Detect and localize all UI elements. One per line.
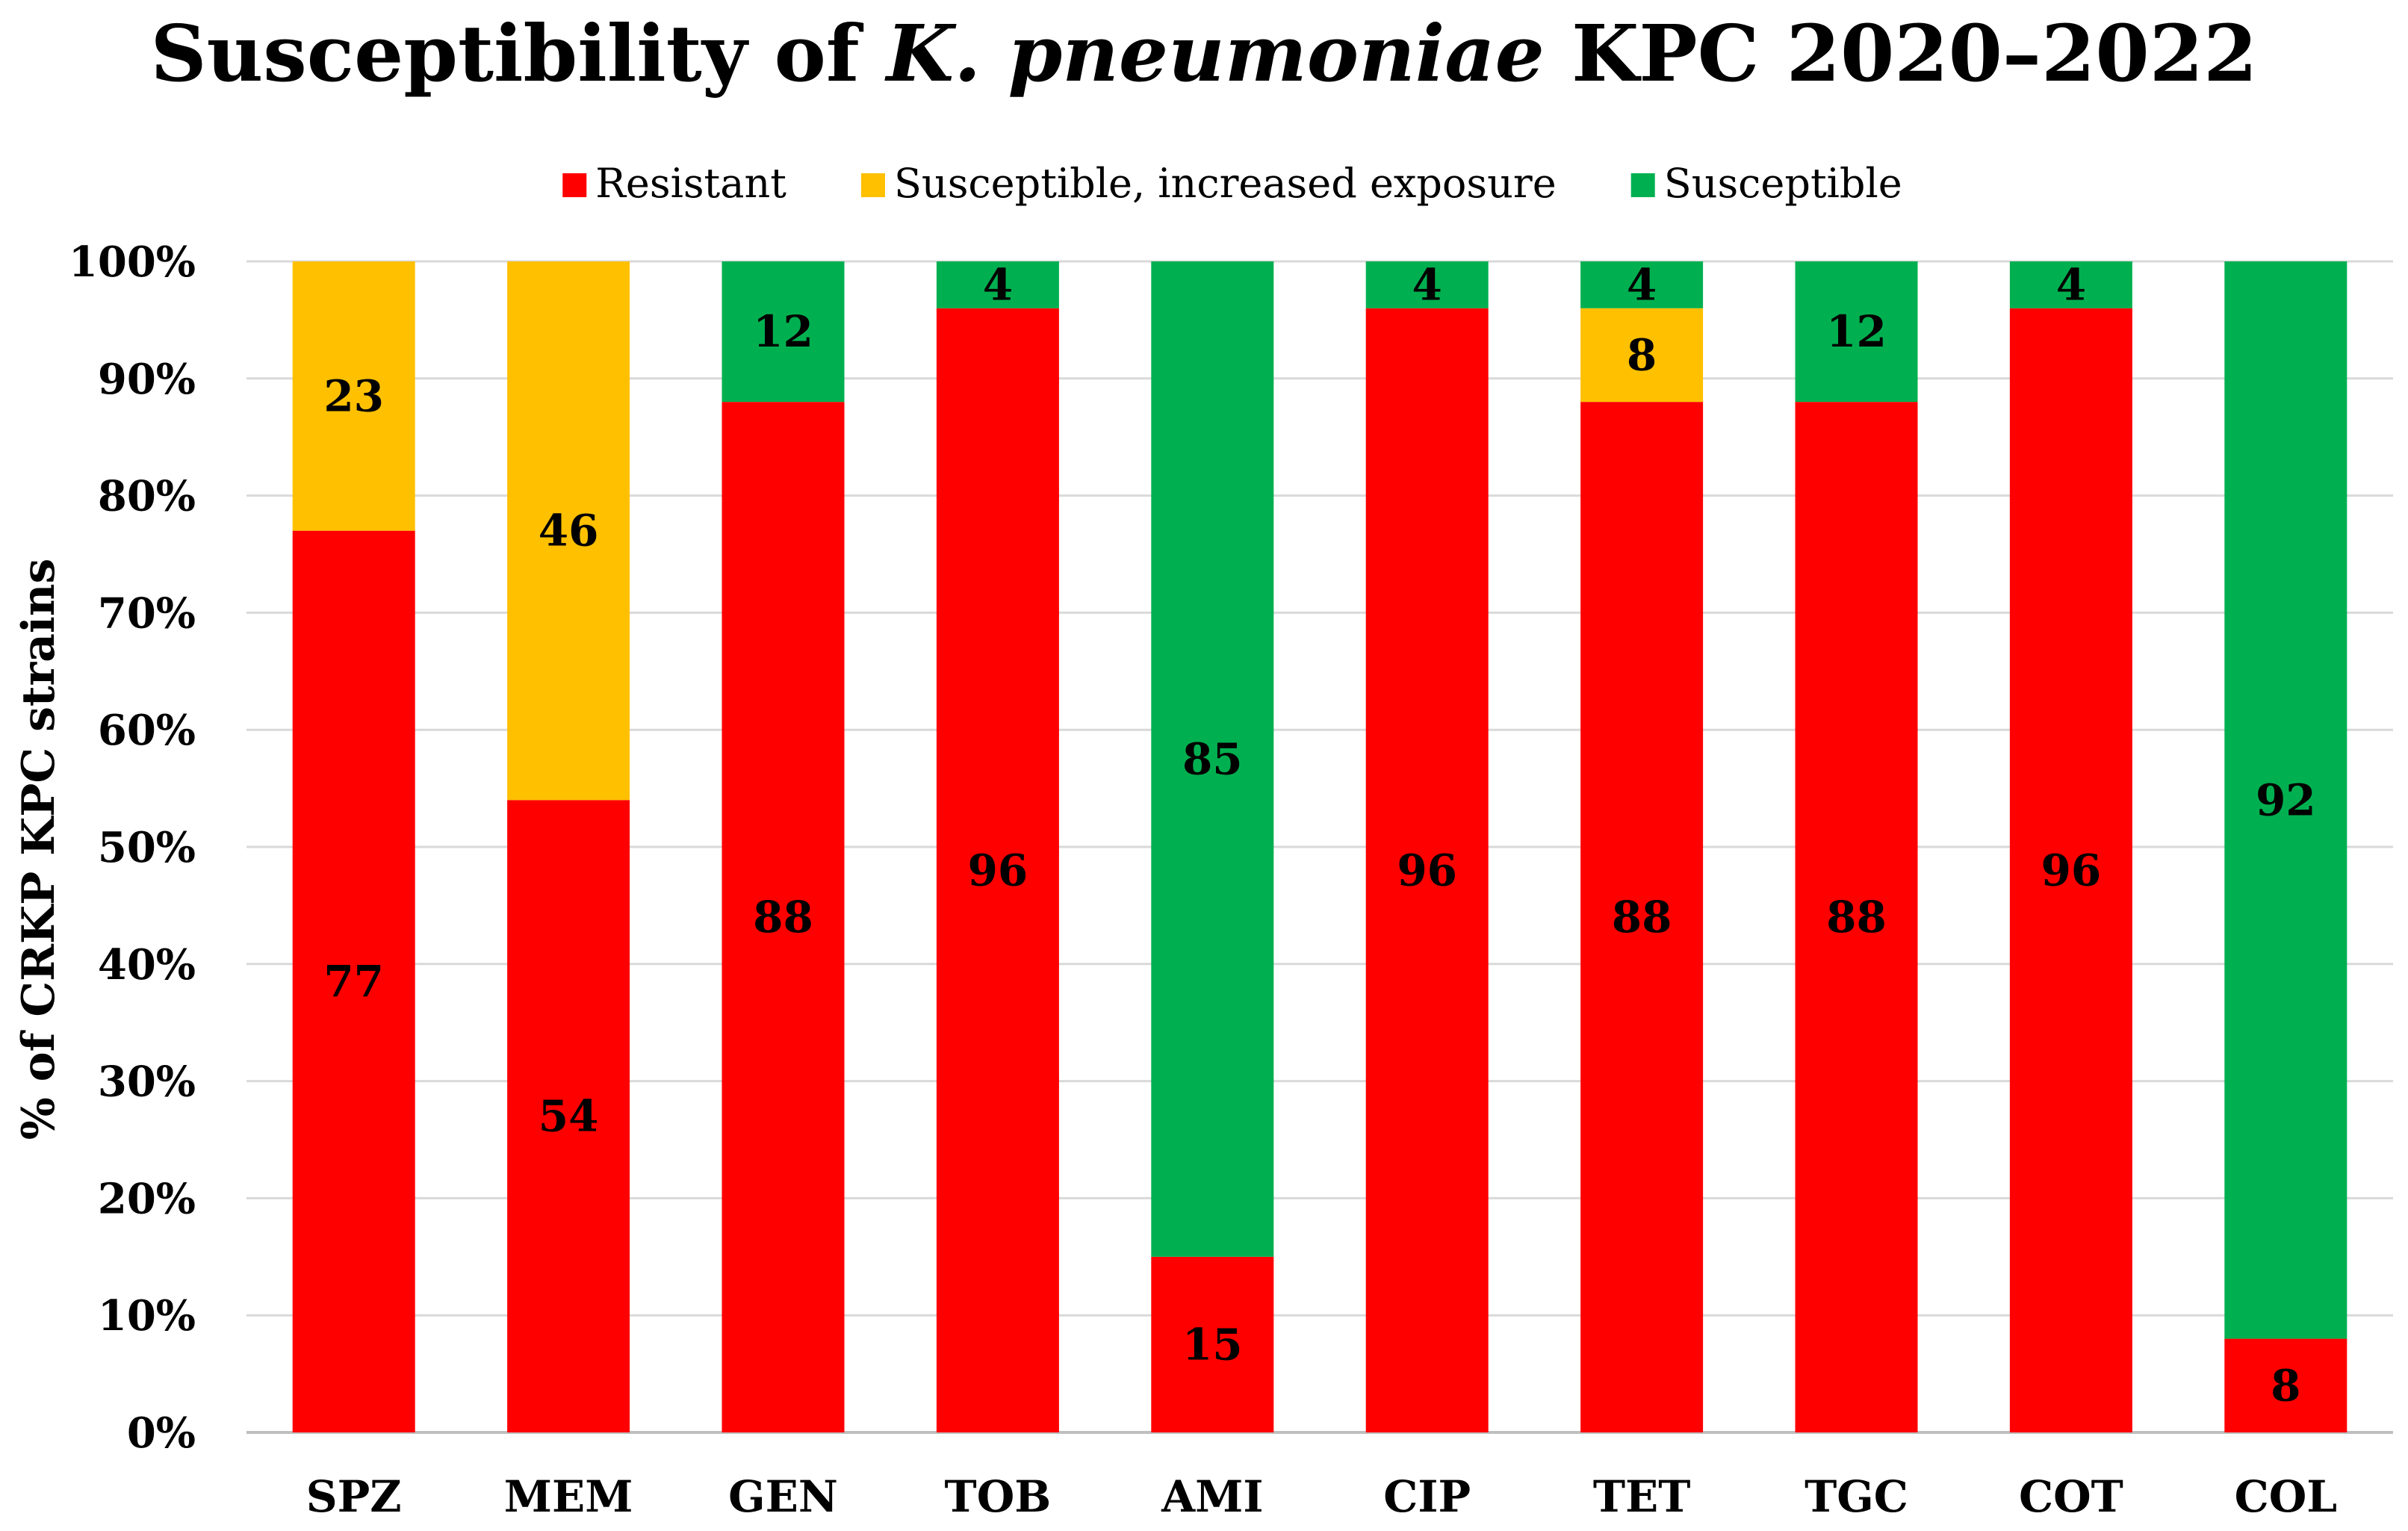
bar-tob-resistant <box>936 308 1059 1433</box>
bar-col-resistant <box>2224 1338 2348 1432</box>
bar-cip-resistant <box>1365 308 1489 1433</box>
bar-spz-resistant <box>292 530 415 1432</box>
bar-mem-susceptible-increased-exposure <box>507 261 630 801</box>
legend-label: Resistant <box>595 160 786 207</box>
y-tick-label: 60% <box>98 706 196 755</box>
y-tick-label: 30% <box>98 1058 196 1107</box>
y-tick-label: 10% <box>98 1291 196 1341</box>
title-part-0: Susceptibility of <box>151 7 887 99</box>
data-label: 96 <box>2041 845 2102 895</box>
data-label: 96 <box>968 845 1028 895</box>
y-tick-label: 20% <box>98 1174 196 1223</box>
data-label: 15 <box>1182 1319 1243 1370</box>
bar-spz-susceptible-increased-exposure <box>292 261 415 531</box>
bar-tet-susceptible-increased-exposure <box>1580 308 1704 403</box>
data-label: 88 <box>1826 892 1887 942</box>
y-tick-label: 70% <box>98 589 196 638</box>
title-part-1: K. pneumoniae <box>884 7 1545 99</box>
y-tick-label: 90% <box>98 355 196 404</box>
bar-mem-resistant <box>507 800 630 1432</box>
data-label: 54 <box>539 1091 599 1142</box>
legend-swatch <box>860 173 885 197</box>
data-label: 8 <box>1627 329 1657 380</box>
chart-title: Susceptibility of K. pneumoniae KPC 2020… <box>151 7 2258 99</box>
legend-item: Susceptible, increased exposure <box>860 160 1557 207</box>
y-axis-label: % of CRKP KPC strains <box>13 559 65 1140</box>
bar-ami-resistant <box>1151 1256 1274 1432</box>
legend-label: Susceptible, increased exposure <box>894 160 1557 207</box>
x-tick-label: COT <box>2019 1471 2123 1522</box>
bar-tob-susceptible <box>936 261 1059 308</box>
bar-cot-susceptible <box>2009 261 2132 308</box>
legend-label: Susceptible <box>1664 160 1902 207</box>
x-tick-label: COL <box>2235 1471 2337 1522</box>
x-tick-label: SPZ <box>306 1471 402 1522</box>
data-label: 8 <box>2271 1360 2300 1411</box>
bar-tet-susceptible <box>1580 261 1704 308</box>
data-label: 88 <box>753 892 813 942</box>
bar-cot-resistant <box>2009 308 2132 1433</box>
x-tick-label: TGC <box>1805 1471 1908 1522</box>
data-label: 4 <box>983 259 1013 310</box>
data-label: 23 <box>323 370 384 421</box>
y-tick-label: 100% <box>69 237 196 287</box>
y-tick-label: 50% <box>98 823 196 872</box>
x-tick-label: MEM <box>504 1471 633 1522</box>
bar-tgc-resistant <box>1795 402 1918 1433</box>
legend: Resistant Susceptible, increased exposure… <box>562 160 1902 207</box>
bar-tgc-susceptible <box>1795 261 1918 403</box>
x-tick-label: CIP <box>1383 1471 1471 1522</box>
data-label: 88 <box>1612 892 1672 942</box>
data-label: 4 <box>1627 259 1657 310</box>
y-axis-ticks: 0% 10% 20% 30% 40% 50% 60% 70% 80% 90% 100% <box>69 237 196 1458</box>
data-label: 4 <box>1412 259 1442 310</box>
x-tick-label: AMI <box>1161 1471 1263 1522</box>
y-tick-label: 80% <box>98 472 196 521</box>
legend-item: Resistant <box>562 160 786 207</box>
data-label: 92 <box>2256 774 2316 825</box>
data-label: 12 <box>753 306 813 357</box>
x-tick-label: TOB <box>945 1471 1052 1522</box>
data-label: 77 <box>323 956 384 1007</box>
bars <box>292 261 2348 1433</box>
bar-ami-susceptible <box>1151 261 1274 1257</box>
bar-col-susceptible <box>2224 261 2348 1339</box>
bar-tet-resistant <box>1580 402 1704 1433</box>
data-label: 46 <box>539 506 599 556</box>
legend-swatch <box>1630 173 1655 197</box>
bar-cip-susceptible <box>1365 261 1489 308</box>
x-tick-label: GEN <box>728 1471 838 1522</box>
data-label: 85 <box>1182 733 1243 784</box>
legend-item: Susceptible <box>1630 160 1902 207</box>
x-axis-ticks: SPZ MEM GEN TOB AMI CIP TET TGC COT COL <box>306 1471 2337 1522</box>
title-part-2: KPC 2020–2022 <box>1545 7 2258 99</box>
bar-gen-resistant <box>722 402 845 1433</box>
data-label: 12 <box>1826 306 1887 357</box>
bar-gen-susceptible <box>722 261 845 403</box>
x-tick-label: TET <box>1593 1471 1691 1522</box>
data-label: 4 <box>2056 259 2086 310</box>
legend-swatch <box>562 173 587 197</box>
y-tick-label: 0% <box>127 1409 196 1458</box>
y-tick-label: 40% <box>98 940 196 990</box>
data-label: 96 <box>1397 845 1457 895</box>
